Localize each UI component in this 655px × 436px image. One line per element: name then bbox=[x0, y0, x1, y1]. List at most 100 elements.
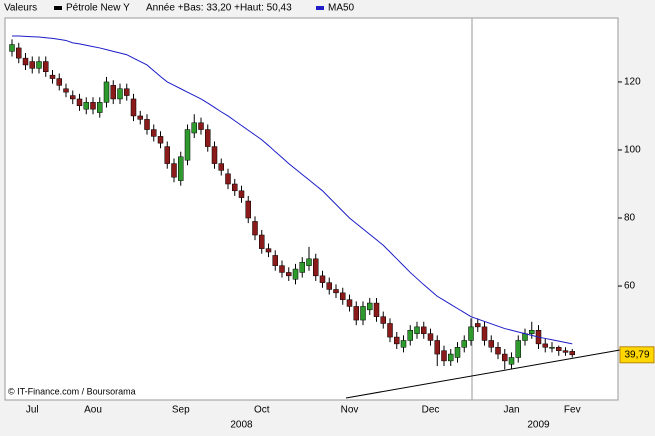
candle-body bbox=[76, 98, 83, 107]
candle-body bbox=[49, 74, 56, 79]
last-value-label: 39,79 bbox=[624, 349, 649, 360]
candle-body bbox=[124, 88, 130, 96]
candle-body bbox=[164, 146, 170, 164]
candle-body bbox=[346, 299, 353, 307]
candle-body bbox=[97, 102, 103, 113]
year-label: 2009 bbox=[527, 420, 550, 431]
candle-body bbox=[306, 258, 312, 266]
candle-body bbox=[286, 272, 292, 277]
candle-body bbox=[373, 302, 380, 317]
candle-body bbox=[529, 330, 535, 334]
candle-body bbox=[272, 255, 278, 266]
candle-body bbox=[434, 340, 440, 355]
legend-swatch bbox=[316, 6, 324, 10]
candle-body bbox=[360, 306, 366, 321]
candle-body bbox=[387, 323, 393, 338]
candle-body bbox=[232, 183, 238, 192]
year-label: 2008 bbox=[230, 420, 253, 431]
candle-body bbox=[178, 156, 184, 181]
candle-body bbox=[562, 350, 569, 353]
legend-label: MA50 bbox=[328, 3, 355, 14]
last-value-box bbox=[619, 346, 655, 364]
candle-body bbox=[157, 136, 164, 144]
candle-body bbox=[117, 88, 123, 100]
candle-body bbox=[70, 95, 76, 100]
candle-body bbox=[353, 306, 359, 321]
legend-swatch bbox=[54, 6, 62, 10]
candle-body bbox=[448, 353, 454, 362]
candle-body bbox=[292, 268, 299, 280]
candle-body bbox=[380, 316, 386, 324]
candle-body bbox=[90, 102, 96, 110]
candle-body bbox=[454, 347, 461, 358]
candle-body bbox=[130, 98, 137, 117]
candle-body bbox=[171, 163, 177, 178]
x-tick-label: Nov bbox=[341, 405, 359, 416]
candle-body bbox=[56, 78, 62, 86]
legend-note: Année +Bas: 33,20 +Haut: 50,43 bbox=[146, 3, 292, 14]
candle-body bbox=[542, 343, 548, 348]
trend-line bbox=[345, 349, 621, 399]
source: © IT-Finance.com / Boursorama bbox=[8, 386, 136, 396]
candle-body bbox=[333, 289, 339, 294]
ma-line bbox=[12, 35, 573, 345]
candle-body bbox=[502, 353, 508, 362]
x-tick-label: Fev bbox=[564, 405, 581, 416]
y-tick-label: 120 bbox=[624, 77, 641, 88]
candle-body bbox=[110, 85, 116, 100]
candle-body bbox=[238, 190, 245, 198]
x-tick-label: Sep bbox=[172, 405, 190, 416]
candle-body bbox=[245, 200, 251, 219]
candle-body bbox=[279, 265, 285, 273]
candle-body bbox=[400, 340, 407, 348]
y-tick-label: 80 bbox=[624, 213, 636, 224]
candle-body bbox=[191, 122, 197, 134]
candle-body bbox=[461, 340, 467, 348]
candle-body bbox=[83, 102, 89, 110]
candle-body bbox=[326, 282, 332, 290]
y-tick-label: 60 bbox=[624, 281, 636, 292]
candle-body bbox=[488, 340, 494, 348]
candle-body bbox=[16, 47, 22, 59]
candle-body bbox=[427, 333, 434, 341]
candle-body bbox=[103, 81, 110, 103]
candle-body bbox=[43, 61, 49, 72]
candle-body bbox=[225, 173, 231, 185]
x-tick-label: Oct bbox=[254, 405, 270, 416]
legend-title: Valeurs bbox=[4, 3, 37, 14]
candle-body bbox=[211, 146, 218, 164]
candle-body bbox=[569, 351, 575, 356]
candle-body bbox=[265, 248, 272, 253]
candle-body bbox=[421, 326, 427, 334]
plot-area bbox=[4, 17, 619, 401]
x-tick-label: Dec bbox=[422, 405, 440, 416]
candle-body bbox=[299, 261, 305, 273]
candle-body bbox=[218, 163, 224, 171]
x-tick-label: Aou bbox=[84, 405, 102, 416]
candle-body bbox=[36, 61, 42, 69]
candle-body bbox=[475, 323, 481, 328]
candle-body bbox=[313, 258, 319, 277]
candle-body bbox=[22, 57, 29, 66]
candle-body bbox=[144, 119, 150, 130]
candle-body bbox=[259, 234, 265, 249]
candle-body bbox=[515, 340, 521, 358]
candle-body bbox=[184, 129, 191, 161]
candle-body bbox=[549, 347, 555, 349]
candle-body bbox=[63, 88, 69, 93]
candle-body bbox=[137, 115, 143, 120]
candle-body bbox=[414, 326, 420, 334]
candle-body bbox=[340, 292, 346, 300]
candle-body bbox=[29, 61, 35, 69]
candle-body bbox=[468, 326, 474, 341]
candle-body bbox=[205, 129, 211, 147]
candle-body bbox=[441, 350, 447, 362]
candle-body bbox=[367, 302, 373, 311]
candle-body bbox=[508, 357, 515, 365]
candle-body bbox=[522, 333, 528, 341]
candle-body bbox=[319, 275, 326, 283]
x-tick-label: Jul bbox=[26, 405, 39, 416]
candle-body bbox=[481, 326, 488, 341]
x-tick-label: Jan bbox=[503, 405, 519, 416]
